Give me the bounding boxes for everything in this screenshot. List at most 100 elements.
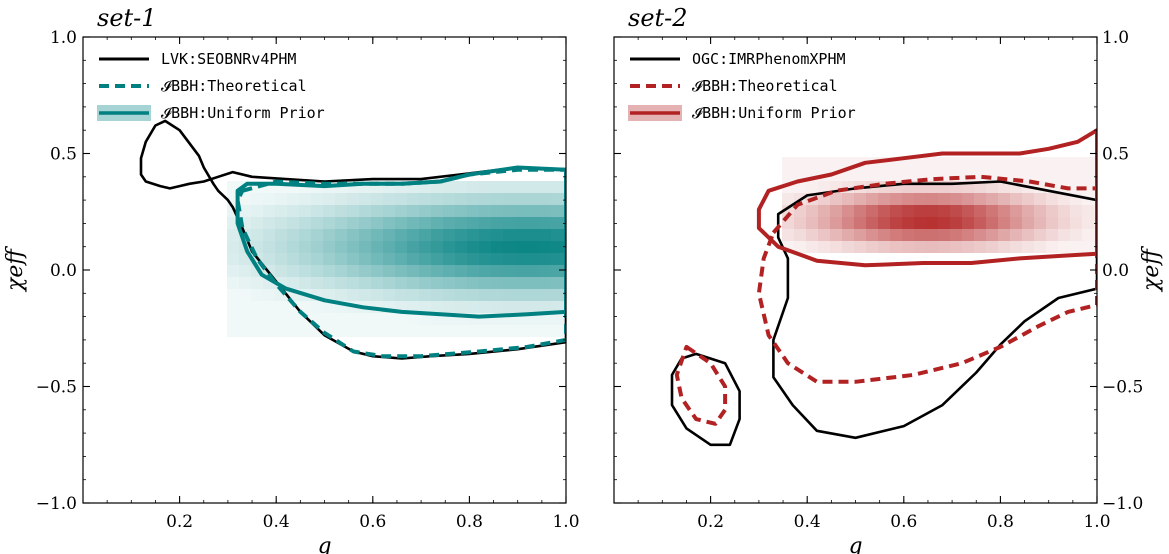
- x-tick-label: 0.6: [890, 512, 917, 532]
- density-cell: [491, 193, 503, 205]
- density-cell: [1082, 217, 1094, 229]
- density-cell: [335, 241, 347, 253]
- density-cell: [299, 277, 311, 289]
- density-cell: [443, 253, 455, 265]
- density-cell: [998, 229, 1010, 241]
- density-cell: [551, 241, 563, 253]
- density-cell: [914, 241, 926, 253]
- density-cell: [431, 241, 443, 253]
- density-cell: [527, 241, 539, 253]
- density-cell: [359, 313, 371, 325]
- density-cell: [551, 217, 563, 229]
- density-cell: [1046, 229, 1058, 241]
- density-cell: [443, 325, 455, 337]
- density-cell: [974, 241, 986, 253]
- density-cell: [1082, 229, 1094, 241]
- density-cell: [467, 205, 479, 217]
- legend-label: 𝓘BBH:Theoretical: [692, 77, 838, 95]
- density-cell: [1034, 193, 1046, 205]
- density-cell: [842, 205, 854, 217]
- density-cell: [323, 301, 335, 313]
- density-cell: [371, 193, 383, 205]
- density-cell: [914, 193, 926, 205]
- density-cell: [974, 193, 986, 205]
- density-cell: [359, 265, 371, 277]
- density-cell: [842, 229, 854, 241]
- density-cell: [1058, 229, 1070, 241]
- density-cell: [1034, 217, 1046, 229]
- density-cell: [335, 253, 347, 265]
- density-cell: [275, 229, 287, 241]
- density-cell: [371, 205, 383, 217]
- density-cell: [407, 301, 419, 313]
- density-cell: [551, 265, 563, 277]
- density-cell: [1046, 169, 1058, 181]
- density-cell: [515, 229, 527, 241]
- density-cell: [383, 325, 395, 337]
- density-cell: [287, 193, 299, 205]
- density-cell: [830, 229, 842, 241]
- density-cell: [974, 217, 986, 229]
- density-cell: [227, 325, 239, 337]
- density-cell: [479, 277, 491, 289]
- density-cell: [503, 325, 515, 337]
- density-cell: [443, 265, 455, 277]
- density-cell: [551, 289, 563, 301]
- x-tick-label: 0.8: [987, 512, 1014, 532]
- density-cell: [395, 193, 407, 205]
- density-cell: [383, 289, 395, 301]
- density-cell: [902, 229, 914, 241]
- legend-label: LVK:SEOBNRv4PHM: [161, 50, 296, 68]
- density-cell: [782, 229, 794, 241]
- y-tick-label: 1.0: [1102, 28, 1129, 48]
- x-tick-label: 0.2: [166, 512, 193, 532]
- density-cell: [527, 181, 539, 193]
- density-cell: [383, 229, 395, 241]
- density-cell: [551, 325, 563, 337]
- density-cell: [491, 217, 503, 229]
- density-cell: [890, 241, 902, 253]
- density-cell: [914, 217, 926, 229]
- density-cell: [371, 313, 383, 325]
- density-cell: [539, 241, 551, 253]
- density-cell: [383, 253, 395, 265]
- density-cell: [323, 193, 335, 205]
- density-cell: [950, 205, 962, 217]
- density-cell: [371, 253, 383, 265]
- density-cell: [467, 181, 479, 193]
- density-cell: [287, 217, 299, 229]
- legend-label: 𝓘BBH:Uniform Prior: [161, 104, 325, 122]
- density-cell: [443, 193, 455, 205]
- density-cell: [866, 205, 878, 217]
- density-cell: [311, 205, 323, 217]
- density-cell: [299, 229, 311, 241]
- contour--bbh-uniform-prior-1: [235, 165, 566, 319]
- density-cell: [551, 301, 563, 313]
- density-cell: [467, 301, 479, 313]
- density-cell: [950, 157, 962, 169]
- density-cell: [1022, 229, 1034, 241]
- density-cell: [431, 253, 443, 265]
- density-cell: [1034, 229, 1046, 241]
- density-cell: [263, 289, 275, 301]
- density-cell: [251, 205, 263, 217]
- density-cell: [806, 205, 818, 217]
- density-cell: [455, 277, 467, 289]
- density-cell: [539, 181, 551, 193]
- density-cell: [455, 217, 467, 229]
- density-cell: [491, 301, 503, 313]
- density-cell: [515, 217, 527, 229]
- x-tick-label: 0.4: [263, 512, 290, 532]
- density-cell: [467, 253, 479, 265]
- density-cell: [407, 265, 419, 277]
- density-cell: [323, 217, 335, 229]
- density-cell: [491, 253, 503, 265]
- density-cell: [467, 217, 479, 229]
- density-cell: [443, 277, 455, 289]
- density-cell: [503, 241, 515, 253]
- density-cell: [515, 289, 527, 301]
- density-cell: [335, 217, 347, 229]
- density-cell: [962, 157, 974, 169]
- density-cell: [467, 325, 479, 337]
- density-cell: [263, 253, 275, 265]
